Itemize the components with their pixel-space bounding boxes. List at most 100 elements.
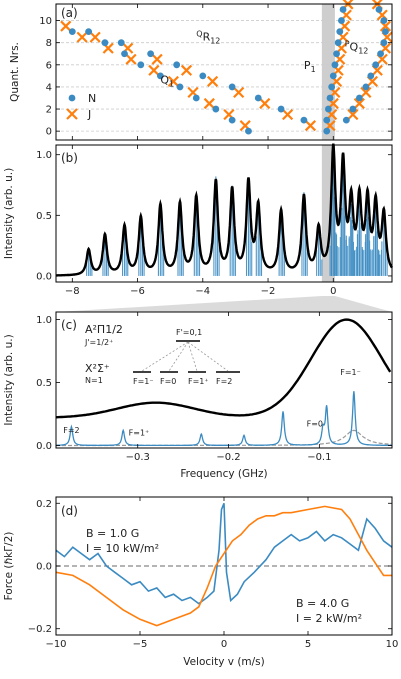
j-cross-stroke <box>366 75 379 87</box>
j-cross-stroke <box>207 75 219 87</box>
n-point <box>338 17 345 24</box>
n-point <box>324 105 332 113</box>
y-tick-label: 0.0 <box>36 271 52 282</box>
n-point <box>245 127 252 135</box>
j-point <box>167 75 180 87</box>
j-cross-stroke <box>125 53 137 65</box>
panel-label-c: (c) <box>61 318 77 332</box>
j-point <box>180 64 193 76</box>
axes-frame-a <box>55 3 393 141</box>
n-point <box>173 61 181 69</box>
j-cross-stroke <box>76 31 88 43</box>
x-tick-label: −2 <box>261 286 276 297</box>
j-cross-stroke <box>102 42 114 54</box>
n-point <box>101 39 109 47</box>
x-axis-label-d: Velocity v (m/s) <box>183 656 265 668</box>
peak-label: F=0 <box>307 420 323 429</box>
n-point <box>68 28 76 36</box>
n-point <box>121 50 128 58</box>
panel-a: 0 2 4 6 8 10 Quant. Nrs. (a) QR12 Q1 P1 PQ12 NJ <box>9 0 393 141</box>
y-tick-label: 1.0 <box>36 150 52 161</box>
n-point <box>339 6 347 13</box>
j-point <box>89 31 101 43</box>
y-tick-label: 0.5 <box>36 378 52 389</box>
upper-state-label: A²Π1/2 <box>85 323 123 336</box>
axes-frame-c <box>55 311 393 449</box>
branch-label: Q1 <box>160 74 174 89</box>
j-point <box>347 108 359 121</box>
panel-d: −10 −5 0 5 10 −0.2 0.0 0.2 Force (ℏkΓ/2) Velocity… <box>3 496 398 668</box>
j-point <box>360 86 372 99</box>
x-tick-label: −10 <box>45 639 66 650</box>
j-cross-stroke <box>203 97 215 110</box>
legend-label-j: J <box>87 108 91 121</box>
n-point <box>328 83 336 91</box>
lower-state-sub: N=1 <box>85 376 103 385</box>
n-point <box>334 39 342 47</box>
upper-level-label: F'=0,1 <box>176 328 202 337</box>
j-point <box>151 53 163 65</box>
j-point <box>304 120 317 132</box>
n-point <box>380 17 388 24</box>
y-tick-label: 0.0 <box>36 441 52 452</box>
y-tick-label: −0.2 <box>28 624 52 635</box>
n-point <box>372 61 380 69</box>
panel-label-b: (b) <box>61 151 78 165</box>
lower-level-label: F=0 <box>160 377 176 386</box>
peak-label: F=2 <box>63 426 79 435</box>
series-label-b4-line2: I = 2 kW/m² <box>296 612 362 625</box>
series-label-b4-line1: B = 4.0 G <box>296 597 349 610</box>
j-point <box>233 86 245 99</box>
hyperfine-spectrum <box>56 391 392 447</box>
n-point <box>382 28 389 36</box>
j-cross-stroke <box>233 86 245 99</box>
y-tick-label: 8 <box>46 38 52 49</box>
x-tick-label: 0 <box>330 286 336 297</box>
j-point <box>76 31 88 43</box>
n-point <box>329 72 337 80</box>
n-point <box>300 116 308 124</box>
n-point <box>192 94 200 102</box>
lower-level-label: F=1⁺ <box>188 377 209 386</box>
n-point <box>323 116 331 124</box>
y-axis-label-a: Quant. Nrs. <box>9 42 21 102</box>
n-point <box>228 83 236 91</box>
x-tick-label: −0.2 <box>216 452 240 463</box>
transition-line <box>168 341 189 372</box>
j-cross-stroke <box>187 86 199 99</box>
n-point <box>380 39 388 47</box>
upper-state-sub: J'=1/2⁺ <box>84 338 113 347</box>
j-point <box>207 75 219 87</box>
j-point <box>203 97 215 110</box>
legend-marker-n <box>68 94 76 102</box>
envelope-curve <box>56 143 394 277</box>
panel-label-a: (a) <box>61 6 78 20</box>
n-point <box>375 6 383 13</box>
n-point <box>199 72 207 80</box>
transition-line <box>187 341 198 372</box>
force-curve-b4 <box>55 505 392 627</box>
j-cross-stroke <box>89 31 101 43</box>
axes-frame-b <box>55 144 393 283</box>
j-cross-stroke <box>353 97 365 110</box>
j-cross-stroke <box>376 53 388 65</box>
j-cross-stroke <box>379 20 392 32</box>
j-point <box>259 97 271 110</box>
peak-label: F=1⁺ <box>129 428 150 437</box>
n-point <box>326 94 334 102</box>
n-point <box>212 105 220 113</box>
n-point <box>342 116 350 124</box>
x-tick-label: −5 <box>133 639 148 650</box>
j-cross-stroke <box>259 97 271 110</box>
dashed-baseline <box>56 429 392 447</box>
peak-label: F=1⁻ <box>340 368 361 377</box>
j-cross-stroke <box>239 120 251 132</box>
transition-line <box>187 341 229 372</box>
n-point <box>336 28 344 36</box>
n-point <box>333 50 340 58</box>
lower-level-label: F=1⁻ <box>133 377 154 386</box>
y-tick-label: 0.2 <box>36 499 52 510</box>
n-point <box>362 83 370 91</box>
envelope-curve <box>55 318 392 419</box>
j-point <box>353 97 365 110</box>
